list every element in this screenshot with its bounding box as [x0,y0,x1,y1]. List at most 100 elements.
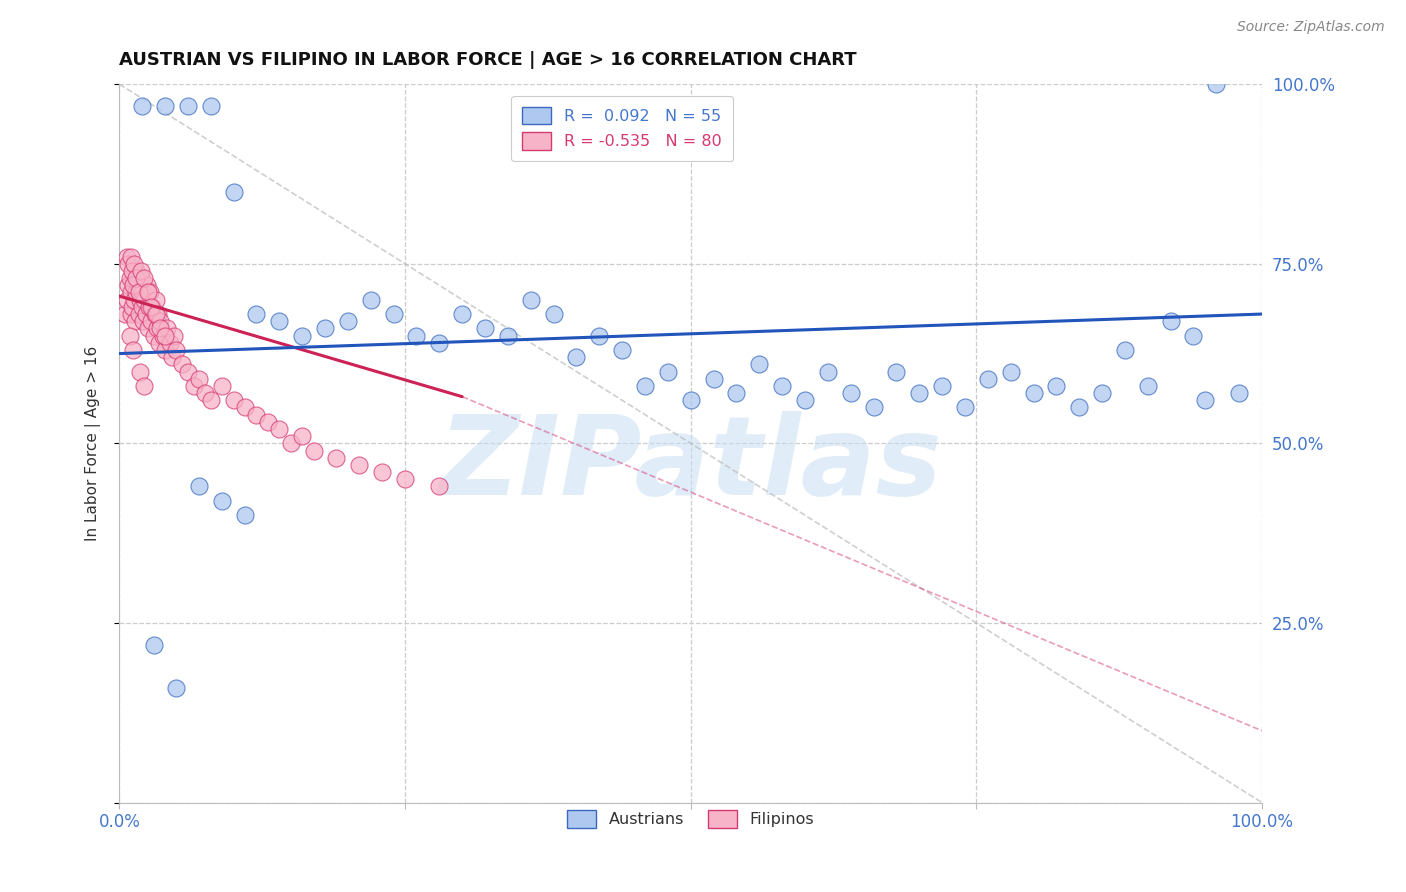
Point [136,321,159,335]
Point [931,379,953,393]
Point [124,314,146,328]
Point [519,293,541,307]
Point [138,300,160,314]
Point [122,343,145,357]
Point [153,328,176,343]
Point [474,321,496,335]
Point [118,328,141,343]
Point [360,293,382,307]
Point [129,293,152,307]
Point [222,393,245,408]
Point [142,638,165,652]
Point [543,307,565,321]
Point [394,472,416,486]
Point [245,307,267,321]
Point [194,386,217,401]
Point [703,372,725,386]
Point [302,443,325,458]
Point [121,300,143,314]
Point [862,401,884,415]
Point [121,264,143,278]
Point [269,314,291,328]
Point [129,365,152,379]
Y-axis label: In Labor Force | Age > 16: In Labor Force | Age > 16 [86,346,101,541]
Point [1136,379,1159,393]
Point [129,271,152,285]
Point [427,335,450,350]
Point [141,300,163,314]
Point [149,314,172,328]
Point [166,681,188,695]
Point [125,285,148,300]
Point [145,307,167,321]
Point [886,365,908,379]
Point [122,257,145,271]
Point [1091,386,1114,401]
Point [132,314,155,328]
Point [136,285,159,300]
Point [118,271,141,285]
Point [634,379,657,393]
Point [188,372,211,386]
Point [152,328,174,343]
Point [1114,343,1136,357]
Point [156,321,179,335]
Point [145,293,167,307]
Point [148,335,170,350]
Point [166,343,188,357]
Point [565,350,588,364]
Point [135,307,157,321]
Point [143,307,166,321]
Point [1045,379,1067,393]
Point [382,307,405,321]
Point [610,343,633,357]
Text: AUSTRIAN VS FILIPINO IN LABOR FORCE | AGE > 16 CORRELATION CHART: AUSTRIAN VS FILIPINO IN LABOR FORCE | AG… [120,51,858,69]
Point [128,307,150,321]
Point [908,386,931,401]
Point [1205,77,1227,91]
Point [839,386,862,401]
Point [1194,393,1216,408]
Point [1022,386,1045,401]
Point [125,264,148,278]
Point [679,393,702,408]
Point [117,293,139,307]
Point [129,264,152,278]
Point [146,321,169,335]
Point [405,328,427,343]
Point [349,458,371,472]
Point [953,401,976,415]
Point [817,365,839,379]
Point [451,307,474,321]
Point [117,250,139,264]
Point [117,278,139,293]
Text: Source: ZipAtlas.com: Source: ZipAtlas.com [1237,20,1385,34]
Point [141,314,163,328]
Point [725,386,748,401]
Point [131,300,153,314]
Point [269,422,291,436]
Point [233,401,256,415]
Point [211,493,233,508]
Point [122,271,145,285]
Point [134,293,156,307]
Point [114,307,136,321]
Point [427,479,450,493]
Point [125,271,148,285]
Point [1182,328,1205,343]
Point [172,357,194,371]
Point [371,465,394,479]
Point [1227,386,1250,401]
Point [122,293,145,307]
Point [131,98,153,112]
Point [222,185,245,199]
Point [160,350,183,364]
Point [122,278,145,293]
Point [141,300,163,314]
Point [120,285,142,300]
Point [314,321,336,335]
Point [1069,401,1091,415]
Point [120,250,142,264]
Point [257,415,280,429]
Point [657,365,679,379]
